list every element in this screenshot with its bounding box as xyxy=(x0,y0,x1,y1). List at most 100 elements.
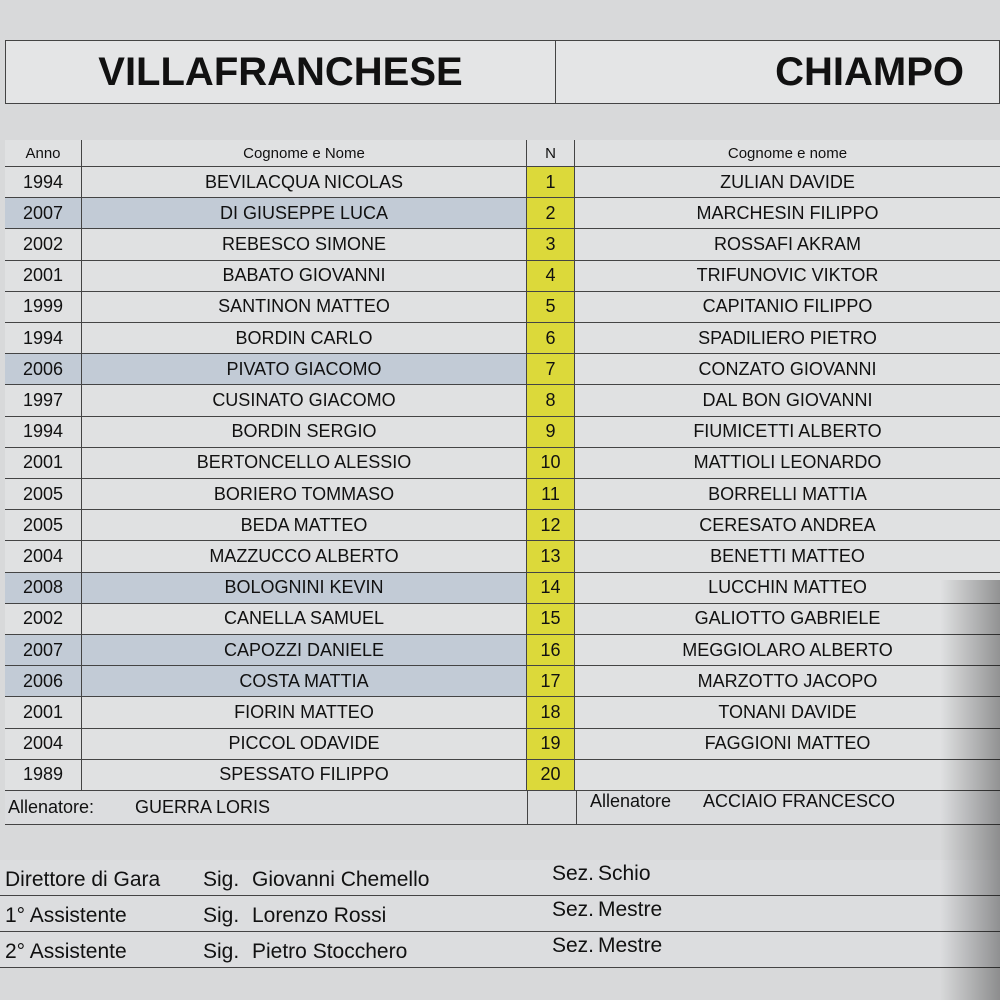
home-player-name: CUSINATO GIACOMO xyxy=(82,385,527,416)
player-row: 2008 BOLOGNINI KEVIN 14 LUCCHIN MATTEO xyxy=(5,572,1000,604)
player-year: 2006 xyxy=(5,354,82,385)
player-row: 2001 BABATO GIOVANNI 4 TRIFUNOVIC VIKTOR xyxy=(5,260,1000,292)
official-role: 2° Assistente xyxy=(5,940,127,963)
player-row: 2006 PIVATO GIACOMO 7 CONZATO GIOVANNI xyxy=(5,354,1000,386)
player-year: 2001 xyxy=(5,447,82,478)
shirt-number: 5 xyxy=(527,291,575,322)
shirt-number: 16 xyxy=(527,635,575,666)
home-player-name: CAPOZZI DANIELE xyxy=(82,635,527,666)
header-anno: Anno xyxy=(5,140,82,167)
official-name: Pietro Stocchero xyxy=(252,940,408,963)
home-coach-label: Allenatore: xyxy=(8,797,95,817)
away-player-name: DAL BON GIOVANNI xyxy=(702,389,873,410)
away-player-name: BENETTI MATTEO xyxy=(710,545,865,566)
coach-number-blank xyxy=(527,791,577,824)
shirt-number: 11 xyxy=(527,479,575,510)
player-year: 2002 xyxy=(5,229,82,260)
shirt-number: 7 xyxy=(527,354,575,385)
player-row: 2004 PICCOL ODAVIDE 19 FAGGIONI MATTEO xyxy=(5,728,1000,760)
away-player-name: MEGGIOLARO ALBERTO xyxy=(682,639,893,660)
shirt-number: 14 xyxy=(527,572,575,603)
player-year: 1997 xyxy=(5,385,82,416)
shirt-number: 12 xyxy=(527,510,575,541)
player-year: 1999 xyxy=(5,291,82,322)
home-player-name: PICCOL ODAVIDE xyxy=(82,728,527,759)
player-row: 2005 BEDA MATTEO 12 CERESATO ANDREA xyxy=(5,510,1000,542)
player-row: 2002 CANELLA SAMUEL 15 GALIOTTO GABRIELE xyxy=(5,603,1000,635)
official-role: 1° Assistente xyxy=(5,904,127,927)
official-row: Direttore di Gara Sig. Giovanni Chemello… xyxy=(0,860,1000,896)
away-player-name: CONZATO GIOVANNI xyxy=(698,358,877,379)
player-year: 2007 xyxy=(5,635,82,666)
player-row: 2004 MAZZUCCO ALBERTO 13 BENETTI MATTEO xyxy=(5,541,1000,573)
player-year: 2008 xyxy=(5,572,82,603)
official-row: 1° Assistente Sig. Lorenzo Rossi Sez. Me… xyxy=(0,896,1000,932)
home-player-name: BORDIN CARLO xyxy=(82,323,527,354)
away-player-name: TONANI DAVIDE xyxy=(718,701,857,722)
official-name: Giovanni Chemello xyxy=(252,868,430,891)
player-row: 1994 BORDIN SERGIO 9 FIUMICETTI ALBERTO xyxy=(5,416,1000,448)
home-team-title: VILLAFRANCHESE xyxy=(5,40,556,104)
player-year: 1989 xyxy=(5,759,82,790)
header-away-name: Cognome e nome xyxy=(575,140,1000,167)
official-section: Mestre xyxy=(598,934,663,957)
player-year: 2004 xyxy=(5,728,82,759)
home-player-name: CANELLA SAMUEL xyxy=(82,603,527,634)
header-name: Cognome e Nome xyxy=(82,140,527,167)
away-team-title: CHIAMPO xyxy=(555,40,1000,104)
away-player-name: FAGGIONI MATTEO xyxy=(704,733,871,754)
home-player-name: BEVILACQUA NICOLAS xyxy=(82,167,527,198)
shirt-number: 13 xyxy=(527,541,575,572)
away-player-name: FIUMICETTI ALBERTO xyxy=(693,421,882,442)
official-role: Direttore di Gara xyxy=(5,868,161,891)
shadow xyxy=(940,580,1000,1000)
away-player-name xyxy=(575,760,1000,790)
shirt-number: 15 xyxy=(527,603,575,634)
shirt-number: 17 xyxy=(527,666,575,697)
away-player-name: SPADILIERO PIETRO xyxy=(698,327,877,348)
player-row: 1994 BEVILACQUA NICOLAS 1 ZULIAN DAVIDE xyxy=(5,167,1000,199)
player-year: 1994 xyxy=(5,167,82,198)
official-sez-label: Sez. xyxy=(552,934,595,957)
player-row: 2001 FIORIN MATTEO 18 TONANI DAVIDE xyxy=(5,697,1000,729)
player-year: 1994 xyxy=(5,416,82,447)
away-player-name: TRIFUNOVIC VIKTOR xyxy=(696,265,879,286)
home-player-name: MAZZUCCO ALBERTO xyxy=(82,541,527,572)
shirt-number: 4 xyxy=(527,260,575,291)
player-row: 2007 DI GIUSEPPE LUCA 2 MARCHESIN FILIPP… xyxy=(5,198,1000,230)
official-title: Sig. xyxy=(203,940,240,963)
home-player-name: DI GIUSEPPE LUCA xyxy=(82,198,527,229)
shirt-number: 3 xyxy=(527,229,575,260)
player-year: 1994 xyxy=(5,323,82,354)
away-player-name: MATTIOLI LEONARDO xyxy=(693,452,882,473)
shirt-number: 9 xyxy=(527,416,575,447)
player-year: 2007 xyxy=(5,198,82,229)
coach-row: Allenatore: GUERRA LORIS Allenatore ACCI… xyxy=(5,791,1000,825)
away-player-name: LUCCHIN MATTEO xyxy=(708,577,867,598)
away-player-name: CERESATO ANDREA xyxy=(699,514,876,535)
shirt-number: 10 xyxy=(527,447,575,478)
player-row: 1989 SPESSATO FILIPPO 20 xyxy=(5,759,1000,791)
away-player-name: BORRELLI MATTIA xyxy=(708,483,867,504)
home-player-name: BOLOGNINI KEVIN xyxy=(82,572,527,603)
official-title: Sig. xyxy=(203,868,240,891)
player-row: 2005 BORIERO TOMMASO 11 BORRELLI MATTIA xyxy=(5,479,1000,511)
away-player-name: CAPITANIO FILIPPO xyxy=(702,296,873,317)
away-coach-name: ACCIAIO FRANCESCO xyxy=(703,791,896,811)
player-row: 2007 CAPOZZI DANIELE 16 MEGGIOLARO ALBER… xyxy=(5,635,1000,667)
away-player-name: ROSSAFI AKRAM xyxy=(713,233,862,254)
player-row: 2001 BERTONCELLO ALESSIO 10 MATTIOLI LEO… xyxy=(5,447,1000,479)
player-year: 2002 xyxy=(5,603,82,634)
official-sez-label: Sez. xyxy=(552,898,595,921)
shirt-number: 18 xyxy=(527,697,575,728)
official-title: Sig. xyxy=(203,904,240,927)
away-player-name: MARZOTTO JACOPO xyxy=(697,670,878,691)
official-name: Lorenzo Rossi xyxy=(252,904,387,927)
away-player-name: ZULIAN DAVIDE xyxy=(720,171,855,192)
header-number: N xyxy=(527,140,575,167)
home-player-name: BERTONCELLO ALESSIO xyxy=(82,447,527,478)
player-year: 2001 xyxy=(5,260,82,291)
official-row: 2° Assistente Sig. Pietro Stocchero Sez.… xyxy=(0,932,1000,968)
home-player-name: SPESSATO FILIPPO xyxy=(82,759,527,790)
official-sez-label: Sez. xyxy=(552,862,595,885)
